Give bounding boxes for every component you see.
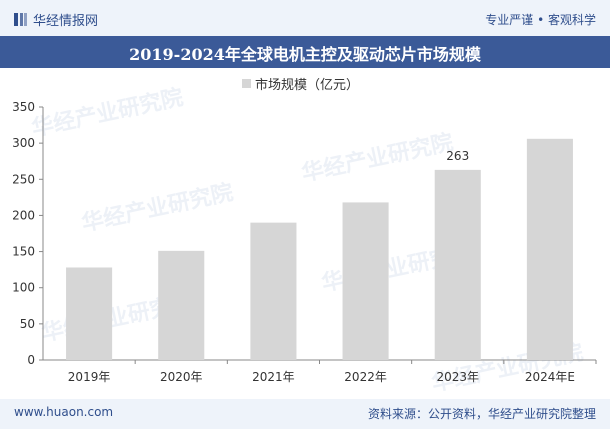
brand-name: 华经情报网	[33, 14, 99, 29]
x-tick-label: 2020年	[160, 370, 203, 384]
x-tick-label: 2019年	[68, 370, 111, 384]
y-tick-label: 0	[27, 353, 35, 367]
x-tick-label: 2022年	[344, 370, 387, 384]
brand: 华经情报网	[14, 10, 98, 29]
bar	[342, 202, 389, 360]
y-tick-label: 50	[20, 317, 35, 331]
bar	[158, 250, 205, 360]
y-tick-label: 250	[12, 172, 35, 186]
footer-source: 资料来源：公开资料，华经产业研究院整理	[367, 407, 596, 421]
y-tick-label: 350	[12, 100, 35, 114]
title-band	[0, 36, 610, 68]
y-tick-label: 150	[12, 245, 35, 259]
header-bar	[0, 0, 610, 36]
footer-site[interactable]: www.huaon.com	[14, 405, 114, 419]
y-tick-label: 300	[12, 136, 35, 150]
bar	[66, 267, 113, 360]
y-tick-label: 200	[12, 208, 35, 222]
y-tick-label: 100	[12, 281, 35, 295]
data-label: 263	[446, 149, 469, 163]
slogan: 专业严谨 • 客观科学	[485, 13, 596, 27]
bar-logo-icon	[14, 13, 27, 26]
x-tick-label: 2023年	[436, 370, 479, 384]
legend-label: 市场规模（亿元）	[255, 78, 360, 93]
x-tick-label: 2024年E	[525, 370, 575, 384]
x-tick-label: 2021年	[252, 370, 295, 384]
footer-bar	[0, 399, 610, 429]
chart-title: 2019-2024年全球电机主控及驱动芯片市场规模	[129, 45, 481, 64]
legend: 市场规模（亿元）	[242, 74, 359, 93]
bar	[526, 138, 573, 360]
bar	[434, 169, 481, 360]
bar	[250, 222, 297, 360]
legend-swatch	[242, 79, 251, 88]
